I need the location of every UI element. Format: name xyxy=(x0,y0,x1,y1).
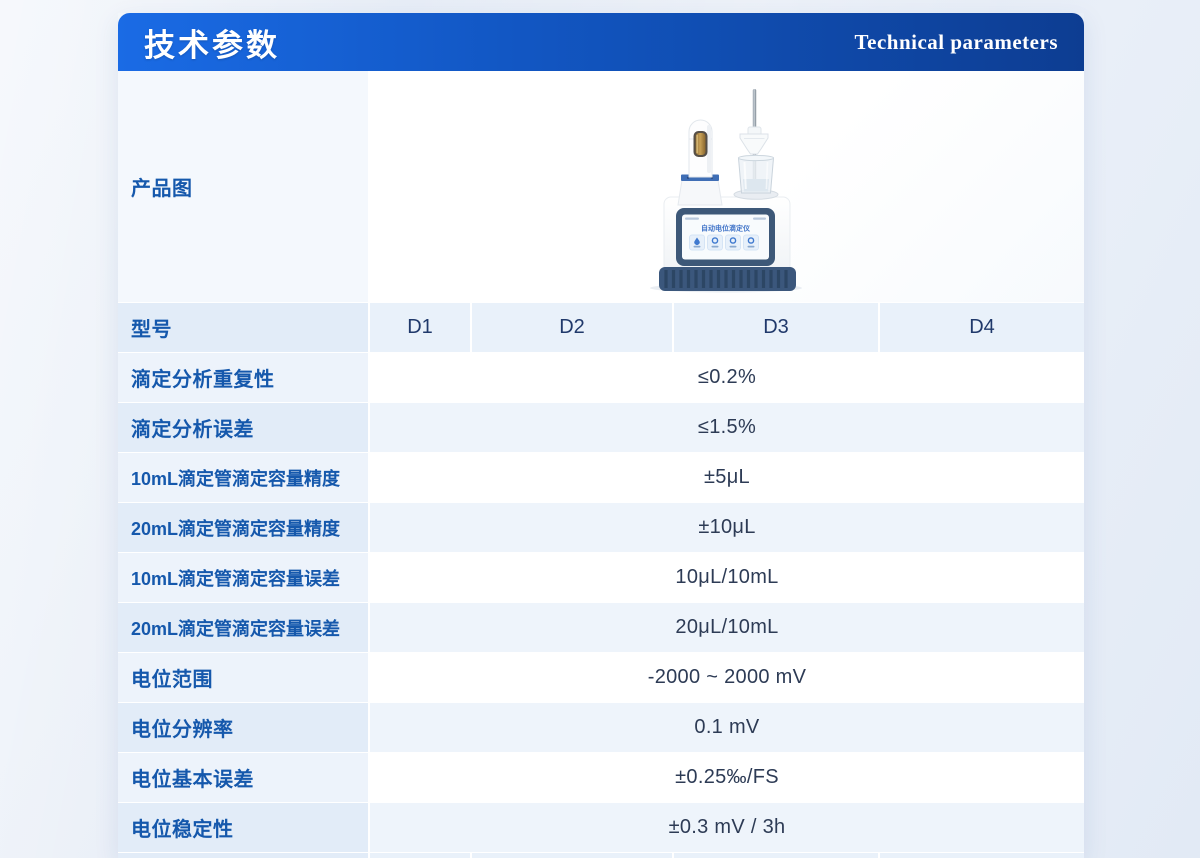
product-image-row: 产品图 xyxy=(118,71,1084,302)
spec-row-20ml-precision: 20mL滴定管滴定容量精度 ±10μL xyxy=(118,502,1084,552)
spec-label: 20mL滴定管滴定容量精度 xyxy=(118,503,368,552)
spec-label: 电位范围 xyxy=(118,653,368,702)
section-title: 技术参数 xyxy=(144,27,280,63)
next-row-partial xyxy=(118,852,1084,858)
spec-row-10ml-error: 10mL滴定管滴定容量误差 10μL/10mL xyxy=(118,552,1084,602)
model-row-label: 型号 xyxy=(118,303,368,352)
spec-value: ±0.25‰/FS xyxy=(368,753,1084,802)
model-cell-d1: D1 xyxy=(368,303,470,352)
spec-value: ±10μL xyxy=(368,503,1084,552)
model-cell-d3: D3 xyxy=(672,303,878,352)
spec-label: 电位分辨率 xyxy=(118,703,368,752)
model-row: 型号 D1 D2 D3 D4 xyxy=(118,302,1084,352)
spec-row-potential-basic-error: 电位基本误差 ±0.25‰/FS xyxy=(118,752,1084,802)
spec-row-potential-stability: 电位稳定性 ±0.3 mV / 3h xyxy=(118,802,1084,852)
spec-row-20ml-error: 20mL滴定管滴定容量误差 20μL/10mL xyxy=(118,602,1084,652)
spec-row-repeatability: 滴定分析重复性 ≤0.2% xyxy=(118,352,1084,402)
burette-tower xyxy=(688,119,713,178)
section-subtitle: Technical parameters xyxy=(854,29,1058,54)
spec-label: 滴定分析重复性 xyxy=(118,353,368,402)
spec-label: 10mL滴定管滴定容量误差 xyxy=(118,553,368,602)
product-image-label: 产品图 xyxy=(118,71,368,302)
electrode-holder-cone xyxy=(739,126,769,155)
spec-row-analysis-error: 滴定分析误差 ≤1.5% xyxy=(118,402,1084,452)
spec-value: ±5μL xyxy=(368,453,1084,502)
spec-value: -2000 ~ 2000 mV xyxy=(368,653,1084,702)
screen-app-tiles xyxy=(689,234,759,251)
spec-panel: 技术参数 Technical parameters 产品图 xyxy=(118,13,1084,858)
model-cell-d2: D2 xyxy=(470,303,672,352)
spec-value: 0.1 mV xyxy=(368,703,1084,752)
spec-label: 10mL滴定管滴定容量精度 xyxy=(118,453,368,502)
spec-value: ±0.3 mV / 3h xyxy=(368,803,1084,852)
spec-value: 10μL/10mL xyxy=(368,553,1084,602)
spec-label: 电位稳定性 xyxy=(118,803,368,852)
spec-value: ≤0.2% xyxy=(368,353,1084,402)
titrator-product-image: 自动电位滴定仪 xyxy=(650,89,802,293)
section-header: 技术参数 Technical parameters xyxy=(118,13,1084,71)
beaker xyxy=(737,154,775,194)
spec-value: 20μL/10mL xyxy=(368,603,1084,652)
spec-label: 电位基本误差 xyxy=(118,753,368,802)
spec-label: 滴定分析误差 xyxy=(118,403,368,452)
pump-housing xyxy=(677,179,723,206)
spec-row-potential-resolution: 电位分辨率 0.1 mV xyxy=(118,702,1084,752)
device-ribbed-base xyxy=(659,267,796,291)
model-cell-d4: D4 xyxy=(878,303,1084,352)
spec-row-10ml-precision: 10mL滴定管滴定容量精度 ±5μL xyxy=(118,452,1084,502)
spec-label: 20mL滴定管滴定容量误差 xyxy=(118,603,368,652)
device-touchscreen: 自动电位滴定仪 xyxy=(676,208,775,266)
spec-table: 产品图 xyxy=(118,71,1084,858)
device-screen-title: 自动电位滴定仪 xyxy=(701,224,751,233)
spec-row-potential-range: 电位范围 -2000 ~ 2000 mV xyxy=(118,652,1084,702)
product-image-cell: 自动电位滴定仪 xyxy=(368,71,1084,302)
spec-value: ≤1.5% xyxy=(368,403,1084,452)
